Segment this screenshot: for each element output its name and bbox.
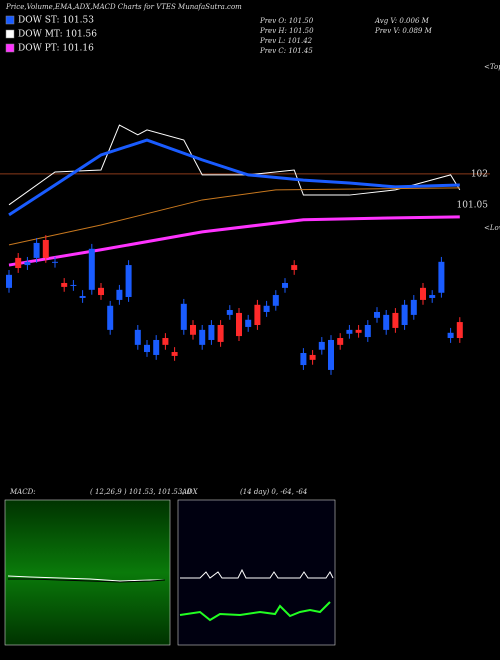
candle-body [355, 329, 362, 333]
y-tick-label: 102 [471, 169, 488, 179]
candle-body [125, 265, 132, 297]
tops-label: <Tops [484, 63, 500, 71]
candle-body [272, 295, 279, 306]
adx-label: ADX [181, 488, 199, 496]
legend-swatch [5, 29, 15, 39]
candle-body [309, 354, 316, 360]
candle-body [33, 242, 40, 258]
candle-body [144, 344, 150, 353]
candle-body [24, 261, 31, 266]
candle-body [282, 282, 288, 288]
di-line [179, 601, 331, 622]
info: Prev C: 101.45 [259, 47, 313, 55]
candle-body [162, 338, 169, 345]
candle-body [337, 338, 344, 345]
candle-body [199, 329, 206, 345]
candle-body [291, 265, 298, 270]
ema-line [8, 138, 460, 217]
macd-panel [4, 499, 171, 646]
candle-body [98, 287, 104, 296]
candle-body [328, 339, 334, 370]
candle-body [447, 332, 454, 339]
macd-label: MACD: [9, 488, 36, 496]
ema-line [8, 187, 460, 246]
info: Prev V: 0.089 M [374, 27, 433, 35]
info: Avg V: 0.006 M [374, 17, 430, 25]
candle-body [107, 305, 114, 330]
candle-body [42, 240, 49, 258]
candle-body [208, 324, 215, 340]
candle-body [300, 352, 307, 366]
ema-line [8, 215, 460, 267]
legend-label: DOW ST: 101.53 [18, 16, 94, 26]
candle-body [383, 314, 390, 330]
candle-body [70, 284, 77, 286]
adx-line [180, 568, 334, 579]
info: Prev O: 101.50 [259, 17, 314, 25]
candle-body [236, 312, 242, 337]
candle-body [226, 310, 233, 315]
candle-body [217, 324, 224, 342]
candle-body [79, 296, 86, 298]
candle-body [134, 329, 141, 345]
candle-body [52, 261, 58, 263]
candle-body [190, 324, 196, 335]
candle-body [318, 341, 325, 350]
adx-panel [177, 499, 336, 646]
candle-body [15, 257, 22, 269]
candle-body [346, 329, 353, 334]
candle-body [456, 322, 463, 339]
legend-label: DOW PT: 101.16 [18, 44, 94, 54]
macd-signal [8, 578, 166, 583]
candle-body [429, 295, 436, 298]
y-tick-label: 101.05 [457, 200, 489, 210]
info: Prev L: 101.42 [259, 37, 313, 45]
candle-body [263, 305, 270, 312]
candle-body [364, 324, 371, 338]
candle-body [254, 304, 261, 325]
candle-body [61, 282, 68, 287]
legend-swatch [5, 43, 15, 53]
candle-body [392, 312, 399, 328]
candle-body [438, 261, 445, 293]
candle-body [153, 339, 160, 355]
adx-params: (14 day) 0, -64, -64 [240, 488, 307, 496]
candle-body [180, 303, 187, 330]
candle-body [410, 299, 417, 315]
info: Prev H: 101.50 [259, 27, 314, 35]
lows-label: <Lows [484, 224, 500, 232]
ema-line [8, 124, 461, 206]
candle-body [6, 274, 12, 288]
candle-body [171, 352, 178, 356]
macd-line [7, 575, 165, 582]
candle-body [401, 304, 408, 325]
chart-title: Price,Volume,EMA,ADX,MACD Charts for VTE… [5, 3, 242, 11]
candle-body [374, 311, 380, 318]
candle-body [245, 319, 252, 327]
legend-swatch [5, 15, 15, 25]
candle-body [116, 289, 123, 300]
candle-body [420, 287, 426, 300]
macd-params: ( 12,26,9 ) 101.53, 101.53, 0 [90, 488, 192, 496]
candle-body [88, 248, 95, 290]
legend-label: DOW MT: 101.56 [18, 30, 97, 40]
